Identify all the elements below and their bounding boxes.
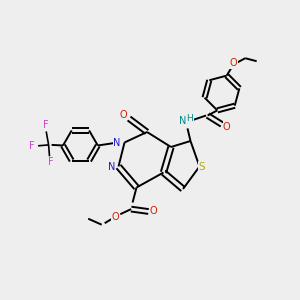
Text: O: O — [149, 206, 157, 216]
Text: F: F — [29, 141, 35, 151]
Text: O: O — [230, 58, 237, 68]
Text: F: F — [48, 157, 53, 167]
Text: N: N — [108, 161, 115, 172]
Text: S: S — [199, 161, 205, 172]
Text: F: F — [43, 120, 48, 130]
Text: H: H — [187, 114, 193, 123]
Text: N: N — [179, 116, 187, 126]
Text: O: O — [223, 122, 231, 132]
Text: O: O — [120, 110, 128, 120]
Text: N: N — [113, 137, 121, 148]
Text: O: O — [111, 212, 119, 222]
